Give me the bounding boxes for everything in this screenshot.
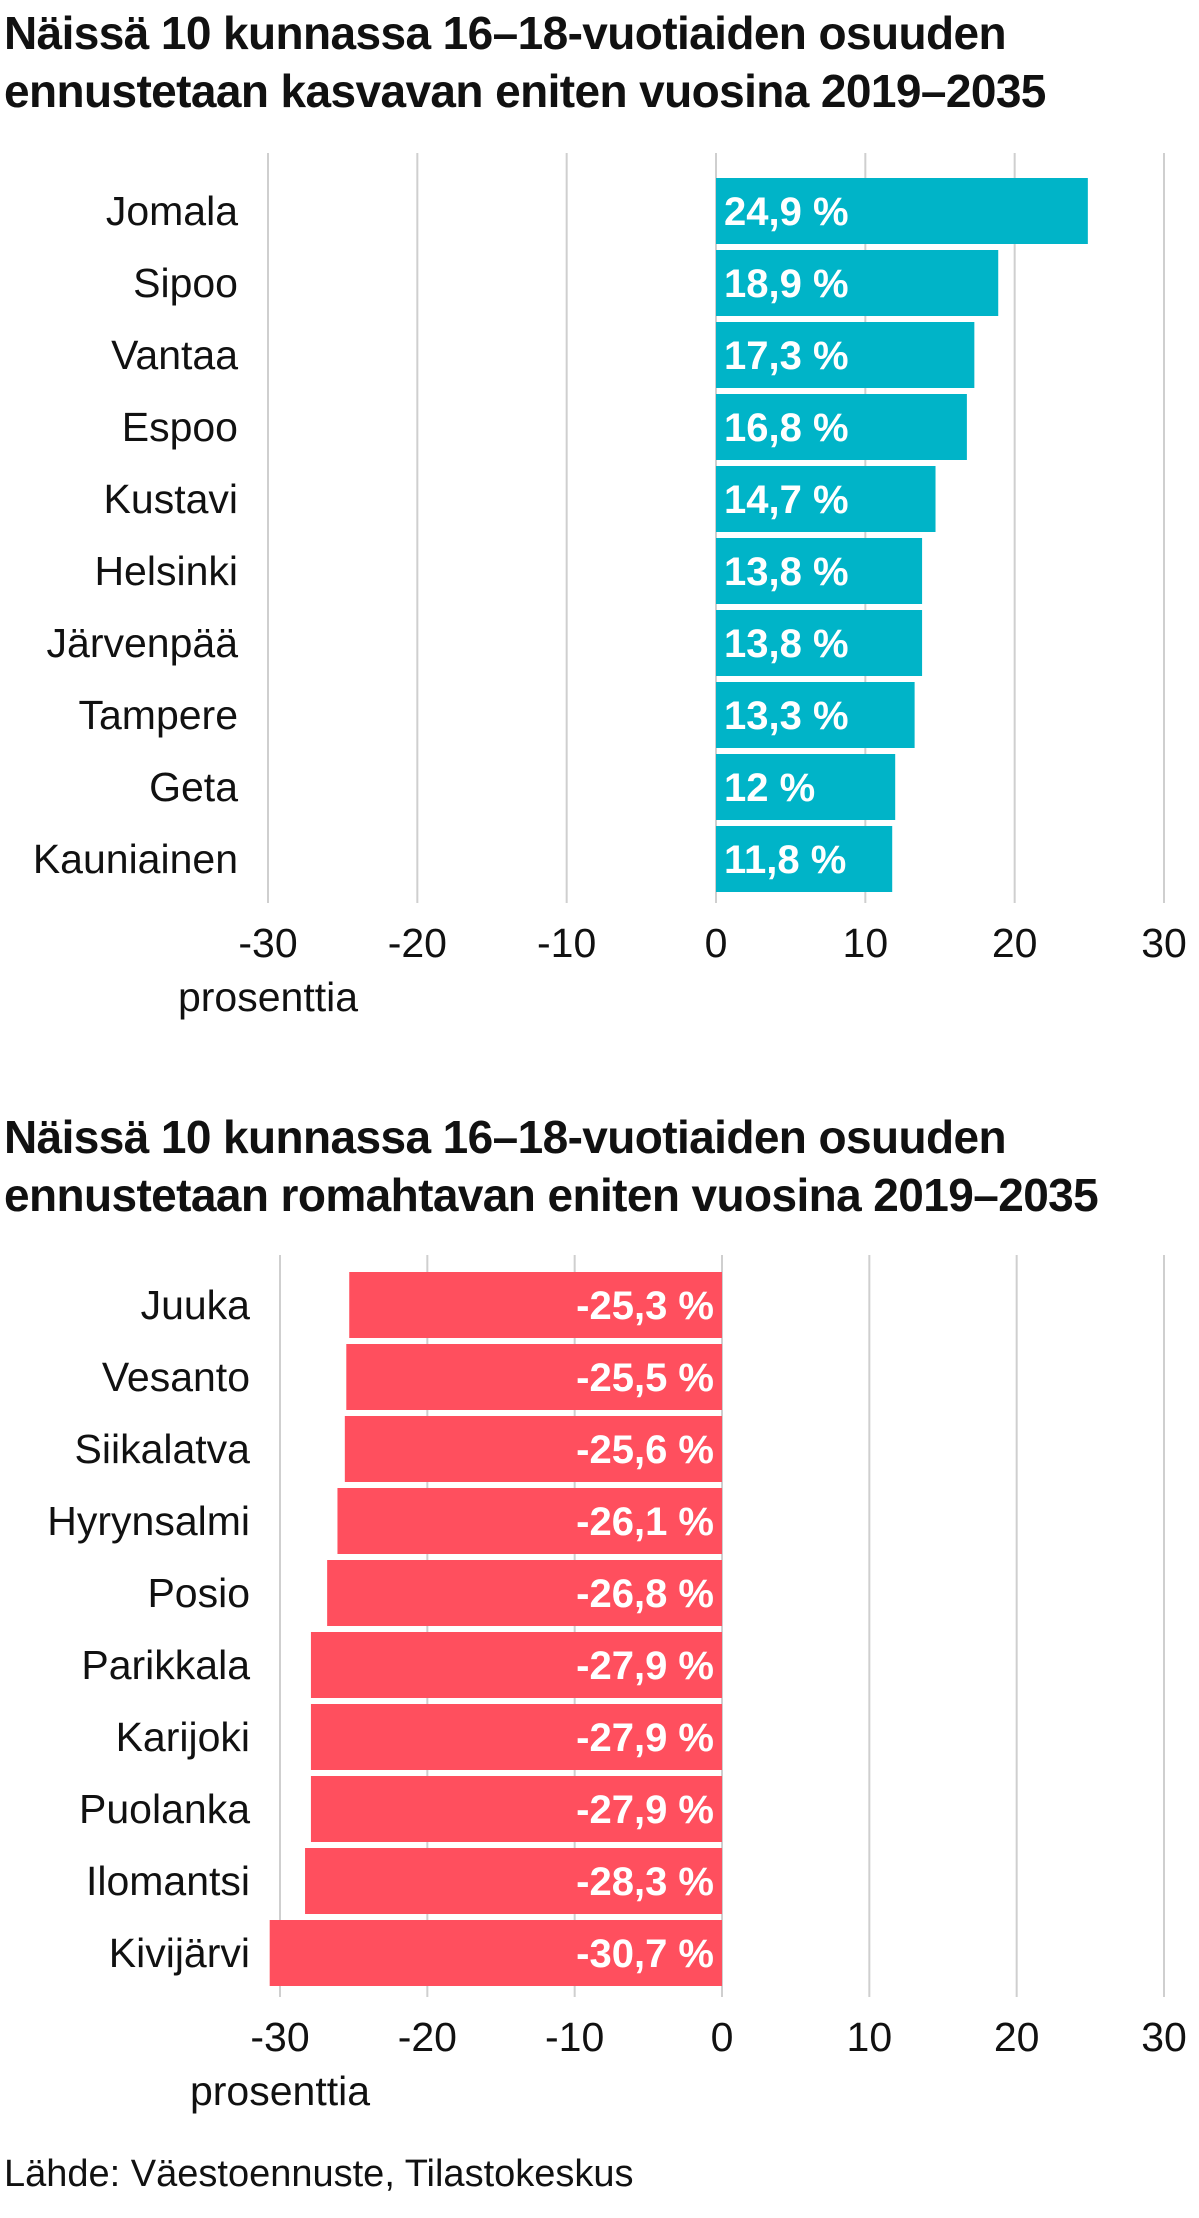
x-tick-label: -20 <box>398 2014 457 2060</box>
x-axis-title: prosenttia <box>178 974 358 1020</box>
value-label: -28,3 % <box>576 1860 714 1904</box>
category-label: Vesanto <box>102 1354 250 1400</box>
value-label: -30,7 % <box>576 1932 714 1976</box>
category-label: Järvenpää <box>47 620 239 666</box>
chart-title-decline: Näissä 10 kunnassa 16–18-vuotiaiden osuu… <box>4 1108 1099 1224</box>
value-label: -25,6 % <box>576 1428 714 1472</box>
x-tick-label: 0 <box>711 2014 734 2060</box>
x-tick-label: -30 <box>238 920 297 966</box>
chart-title-line: Näissä 10 kunnassa 16–18-vuotiaiden osuu… <box>4 1111 1007 1163</box>
x-tick-label: 10 <box>843 920 889 966</box>
value-label: -25,5 % <box>576 1356 714 1400</box>
bar <box>349 1272 722 1338</box>
category-label: Siikalatva <box>75 1426 251 1472</box>
value-label: 18,9 % <box>724 262 849 306</box>
bar <box>716 538 923 604</box>
x-axis-title: prosenttia <box>190 2068 370 2114</box>
value-label: 12 % <box>724 766 815 810</box>
value-label: 17,3 % <box>724 334 849 378</box>
source-note: Lähde: Väestoennuste, Tilastokeskus <box>4 2153 634 2195</box>
bar <box>716 682 915 748</box>
bar <box>716 322 975 388</box>
category-label: Puolanka <box>79 1786 250 1832</box>
bar <box>310 1704 722 1770</box>
value-label: -27,9 % <box>576 1788 714 1832</box>
value-label: 14,7 % <box>724 478 849 522</box>
chart-title-growth: Näissä 10 kunnassa 16–18-vuotiaiden osuu… <box>4 4 1046 120</box>
growth-bar-chart: Jomala 24,9 % Sipoo 18,9 % Vantaa 17,3 % Espoo… <box>33 153 1187 1020</box>
x-tick-label: -20 <box>388 920 447 966</box>
bars <box>716 178 1088 892</box>
bar <box>716 610 923 676</box>
value-label: -25,3 % <box>576 1284 714 1328</box>
bar <box>716 826 893 892</box>
bar <box>327 1560 722 1626</box>
bar <box>716 178 1088 244</box>
x-tick-label: -10 <box>537 920 596 966</box>
category-label: Ilomantsi <box>86 1858 250 1904</box>
bar <box>269 1920 722 1986</box>
category-label: Jomala <box>106 188 238 234</box>
x-tick-label: 0 <box>705 920 728 966</box>
x-axis: -30 -20 -10 0 10 20 30 prosenttia <box>190 2014 1187 2114</box>
chart-title-line: Näissä 10 kunnassa 16–18-vuotiaiden osuu… <box>4 7 1007 59</box>
value-label: -27,9 % <box>576 1644 714 1688</box>
x-tick-label: 20 <box>994 2014 1040 2060</box>
category-label: Espoo <box>122 404 238 450</box>
category-label: Helsinki <box>94 548 238 594</box>
category-label: Juuka <box>141 1282 251 1328</box>
value-label: 13,3 % <box>724 694 849 738</box>
bar <box>344 1416 722 1482</box>
bar <box>346 1344 722 1410</box>
category-label: Hyrynsalmi <box>47 1498 250 1544</box>
category-label: Posio <box>147 1570 250 1616</box>
category-label: Kauniainen <box>33 836 238 882</box>
value-label: 24,9 % <box>724 190 849 234</box>
category-label: Sipoo <box>133 260 238 306</box>
bar <box>310 1776 722 1842</box>
category-label: Geta <box>149 764 238 810</box>
x-tick-label: -10 <box>545 2014 604 2060</box>
bar <box>716 466 936 532</box>
category-label: Tampere <box>78 692 238 738</box>
chart-title-line: ennustetaan kasvavan eniten vuosina 2019… <box>4 65 1046 117</box>
bar <box>305 1848 722 1914</box>
x-tick-label: 30 <box>1141 2014 1187 2060</box>
value-label: -26,8 % <box>576 1572 714 1616</box>
category-label: Vantaa <box>111 332 238 378</box>
category-label: Parikkala <box>81 1642 250 1688</box>
value-label: 13,8 % <box>724 550 849 594</box>
x-axis: -30 -20 -10 0 10 20 30 prosenttia <box>178 920 1187 1020</box>
value-label: 16,8 % <box>724 406 849 450</box>
x-tick-label: 20 <box>992 920 1038 966</box>
x-tick-label: 30 <box>1141 920 1187 966</box>
decline-bar-chart: Juuka -25,3 % Vesanto -25,5 % Siikalatva -25,… <box>47 1255 1187 2114</box>
category-label: Karijoki <box>116 1714 250 1760</box>
bar <box>716 250 999 316</box>
bars <box>269 1272 722 1986</box>
x-tick-label: -30 <box>250 2014 309 2060</box>
bar <box>310 1632 722 1698</box>
category-label: Kivijärvi <box>109 1930 250 1976</box>
chart-title-line: ennustetaan romahtavan eniten vuosina 20… <box>4 1169 1099 1221</box>
value-label: -26,1 % <box>576 1500 714 1544</box>
bar <box>337 1488 722 1554</box>
bar <box>716 754 896 820</box>
value-label: 13,8 % <box>724 622 849 666</box>
x-tick-label: 10 <box>847 2014 893 2060</box>
value-label: 11,8 % <box>724 838 846 882</box>
value-label: -27,9 % <box>576 1716 714 1760</box>
category-label: Kustavi <box>104 476 238 522</box>
bar <box>716 394 967 460</box>
